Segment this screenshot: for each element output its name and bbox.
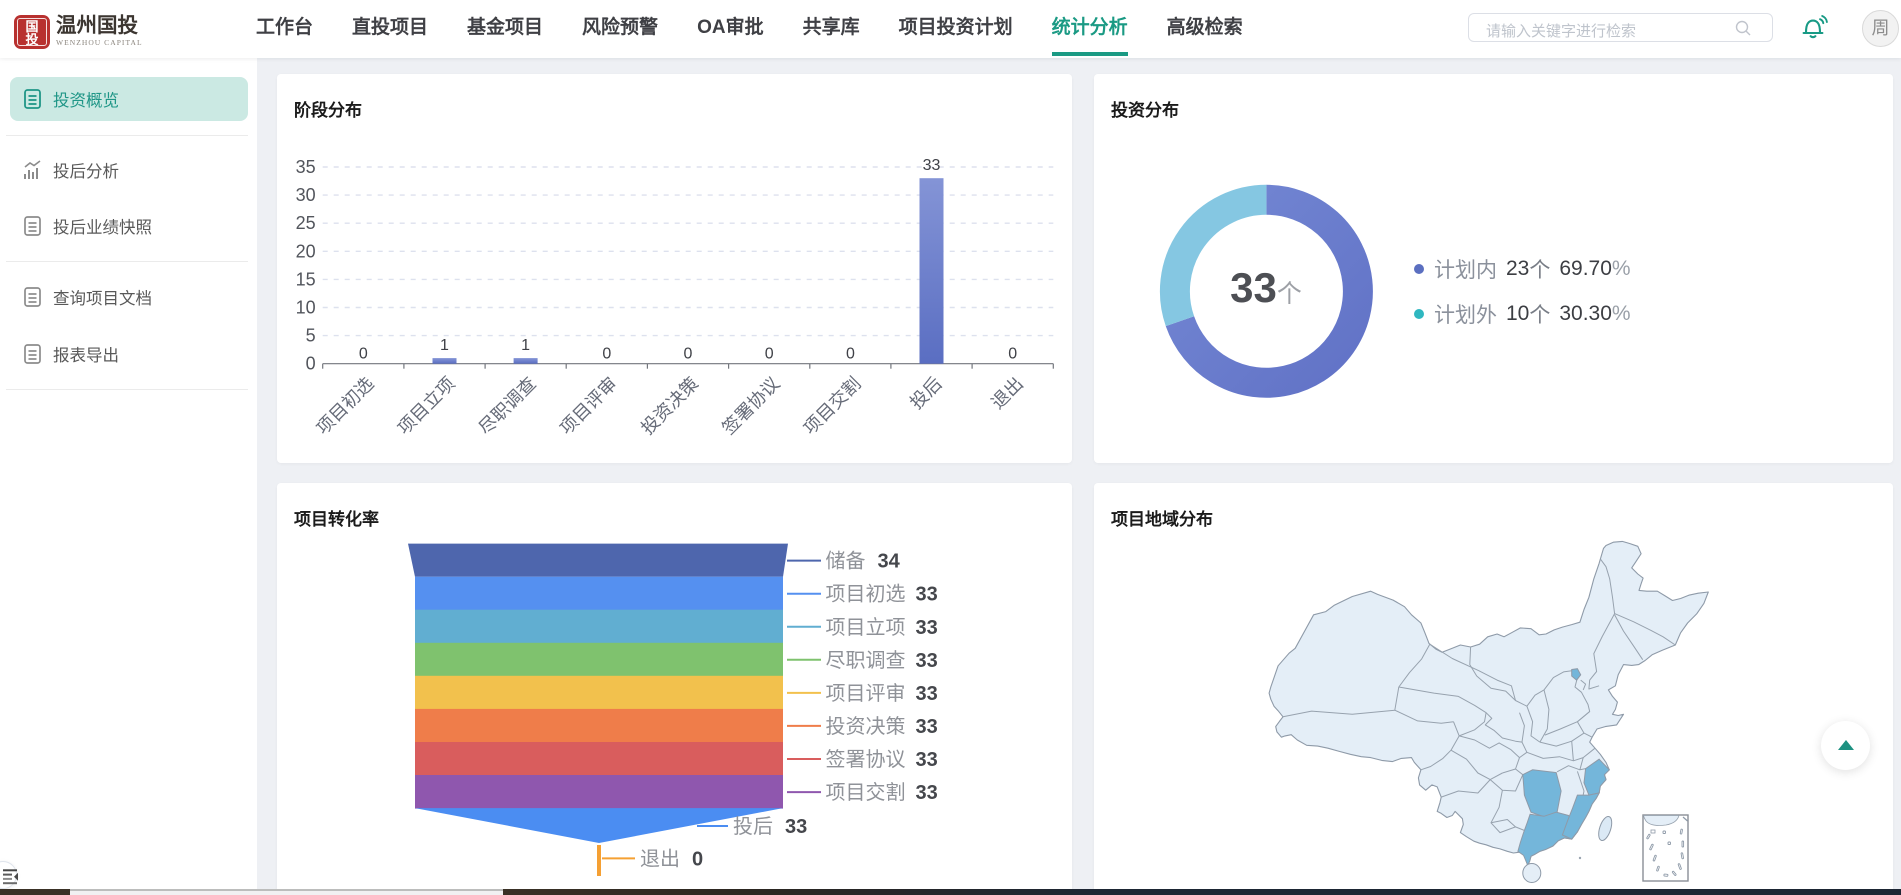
svg-text:25: 25 bbox=[296, 213, 316, 233]
svg-text:项目评审: 项目评审 bbox=[826, 682, 906, 705]
svg-text:0: 0 bbox=[602, 346, 611, 363]
svg-text:签署协议: 签署协议 bbox=[718, 373, 783, 438]
svg-text:33: 33 bbox=[916, 716, 938, 738]
svg-text:33: 33 bbox=[916, 749, 938, 771]
svg-text:30: 30 bbox=[296, 185, 316, 205]
svg-text:1: 1 bbox=[521, 337, 530, 354]
svg-text:0: 0 bbox=[359, 346, 368, 363]
svg-text:项目初选: 项目初选 bbox=[313, 373, 378, 438]
svg-text:项目评审: 项目评审 bbox=[556, 373, 621, 438]
svg-text:33: 33 bbox=[916, 650, 938, 672]
svg-text:0: 0 bbox=[684, 346, 693, 363]
svg-text:0: 0 bbox=[692, 848, 703, 870]
svg-text:10: 10 bbox=[296, 298, 316, 318]
svg-text:33: 33 bbox=[785, 816, 807, 838]
svg-text:33: 33 bbox=[916, 683, 938, 705]
svg-text:项目交割: 项目交割 bbox=[826, 781, 906, 804]
svg-text:投资决策: 投资决策 bbox=[637, 373, 702, 438]
svg-text:33: 33 bbox=[923, 157, 941, 174]
svg-text:项目交割: 项目交割 bbox=[800, 373, 865, 438]
svg-text:退出: 退出 bbox=[987, 373, 1027, 413]
svg-text:尽职调查: 尽职调查 bbox=[475, 373, 540, 438]
svg-text:20: 20 bbox=[296, 241, 316, 261]
svg-text:项目立项: 项目立项 bbox=[826, 616, 906, 639]
svg-text:项目立项: 项目立项 bbox=[394, 373, 459, 438]
svg-text:尽职调查: 尽职调查 bbox=[826, 649, 906, 672]
svg-text:投后: 投后 bbox=[733, 815, 773, 838]
svg-text:投后: 投后 bbox=[906, 373, 946, 413]
svg-text:33: 33 bbox=[916, 584, 938, 606]
svg-text:签署协议: 签署协议 bbox=[826, 748, 906, 771]
svg-text:1: 1 bbox=[440, 337, 449, 354]
svg-text:项目初选: 项目初选 bbox=[826, 583, 906, 606]
svg-text:5: 5 bbox=[306, 326, 316, 346]
svg-text:投资决策: 投资决策 bbox=[826, 715, 906, 738]
svg-text:33: 33 bbox=[916, 617, 938, 639]
svg-text:33: 33 bbox=[916, 782, 938, 804]
svg-text:0: 0 bbox=[846, 346, 855, 363]
svg-text:0: 0 bbox=[306, 354, 316, 374]
svg-text:退出: 退出 bbox=[640, 847, 680, 870]
svg-text:储备: 储备 bbox=[826, 550, 866, 573]
svg-text:35: 35 bbox=[296, 157, 316, 177]
svg-text:0: 0 bbox=[765, 346, 774, 363]
svg-text:34: 34 bbox=[878, 551, 901, 573]
svg-text:15: 15 bbox=[296, 269, 316, 289]
svg-text:0: 0 bbox=[1008, 346, 1017, 363]
